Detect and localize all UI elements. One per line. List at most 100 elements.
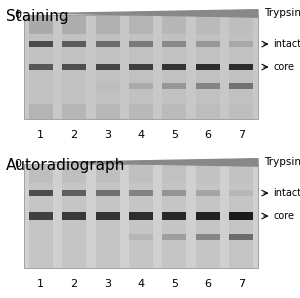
Bar xyxy=(29,104,53,119)
Bar xyxy=(162,41,187,47)
Text: 5: 5 xyxy=(171,130,178,140)
Bar xyxy=(129,64,153,70)
Bar xyxy=(162,212,187,220)
Bar xyxy=(95,15,120,34)
FancyBboxPatch shape xyxy=(24,164,258,268)
Bar xyxy=(62,164,86,268)
Bar xyxy=(62,212,86,220)
Bar xyxy=(196,83,220,89)
Bar xyxy=(196,234,220,240)
Text: intact: intact xyxy=(273,188,300,198)
Bar xyxy=(229,212,253,220)
Bar xyxy=(129,104,153,119)
Text: 5: 5 xyxy=(171,279,178,289)
Text: Autoradiograph: Autoradiograph xyxy=(6,158,125,173)
Bar xyxy=(29,164,53,183)
Bar xyxy=(162,64,187,70)
Bar xyxy=(95,164,120,183)
Bar xyxy=(95,64,120,70)
Bar xyxy=(129,83,153,89)
Bar xyxy=(196,190,220,196)
Bar xyxy=(29,41,53,47)
Text: Trypsin: Trypsin xyxy=(264,157,300,167)
Bar xyxy=(162,164,187,268)
Bar xyxy=(229,234,253,240)
Bar xyxy=(162,15,187,119)
Bar xyxy=(162,190,187,196)
Bar xyxy=(95,41,120,47)
Text: core: core xyxy=(273,211,294,221)
Bar xyxy=(62,104,86,119)
Polygon shape xyxy=(54,159,258,166)
Text: 4: 4 xyxy=(137,279,145,289)
Bar xyxy=(129,234,153,240)
Bar xyxy=(29,15,53,34)
Bar xyxy=(95,164,120,268)
Bar xyxy=(62,164,86,183)
Text: 1: 1 xyxy=(37,130,44,140)
Bar xyxy=(229,104,253,119)
Bar xyxy=(162,15,187,34)
Text: Trypsin: Trypsin xyxy=(264,8,300,18)
Bar xyxy=(196,15,220,34)
Bar xyxy=(162,83,187,89)
Bar xyxy=(162,104,187,119)
FancyBboxPatch shape xyxy=(24,15,258,119)
Bar xyxy=(229,83,253,89)
Bar xyxy=(229,64,253,70)
Text: 6: 6 xyxy=(204,279,211,289)
Bar xyxy=(229,41,253,47)
Bar xyxy=(29,64,53,70)
Bar xyxy=(129,164,153,268)
Text: 0: 0 xyxy=(14,10,21,20)
Bar xyxy=(162,234,187,240)
Bar xyxy=(95,212,120,220)
Bar xyxy=(129,15,153,119)
Bar xyxy=(29,15,53,119)
Text: 3: 3 xyxy=(104,130,111,140)
Text: 2: 2 xyxy=(70,130,78,140)
Bar xyxy=(95,104,120,119)
Bar xyxy=(129,15,153,34)
Bar xyxy=(129,212,153,220)
Text: 7: 7 xyxy=(238,279,245,289)
Bar xyxy=(95,83,120,89)
Bar xyxy=(62,15,86,34)
Bar xyxy=(196,64,220,70)
Bar xyxy=(196,41,220,47)
Bar xyxy=(196,212,220,220)
Bar xyxy=(62,64,86,70)
Text: 1: 1 xyxy=(37,279,44,289)
Bar xyxy=(62,190,86,196)
Bar xyxy=(95,190,120,196)
Bar xyxy=(229,164,253,268)
Bar xyxy=(29,190,53,196)
Bar xyxy=(196,104,220,119)
Bar xyxy=(95,15,120,119)
Text: 6: 6 xyxy=(204,130,211,140)
Text: 3: 3 xyxy=(104,279,111,289)
Bar xyxy=(129,164,153,183)
Bar xyxy=(29,212,53,220)
Bar xyxy=(229,15,253,119)
Bar xyxy=(129,190,153,196)
Bar xyxy=(229,15,253,34)
Text: 4: 4 xyxy=(137,130,145,140)
Bar xyxy=(62,41,86,47)
Bar xyxy=(196,164,220,268)
Bar xyxy=(229,190,253,196)
Text: Staining: Staining xyxy=(6,9,69,24)
Bar xyxy=(62,15,86,119)
Text: core: core xyxy=(273,62,294,72)
Text: intact: intact xyxy=(273,39,300,49)
Text: 2: 2 xyxy=(70,279,78,289)
Bar xyxy=(162,164,187,183)
Polygon shape xyxy=(54,10,258,17)
Bar xyxy=(196,164,220,183)
Bar xyxy=(129,41,153,47)
Bar xyxy=(229,164,253,183)
Bar xyxy=(196,15,220,119)
Text: 0: 0 xyxy=(14,159,21,169)
Text: 7: 7 xyxy=(238,130,245,140)
Bar xyxy=(29,164,53,268)
